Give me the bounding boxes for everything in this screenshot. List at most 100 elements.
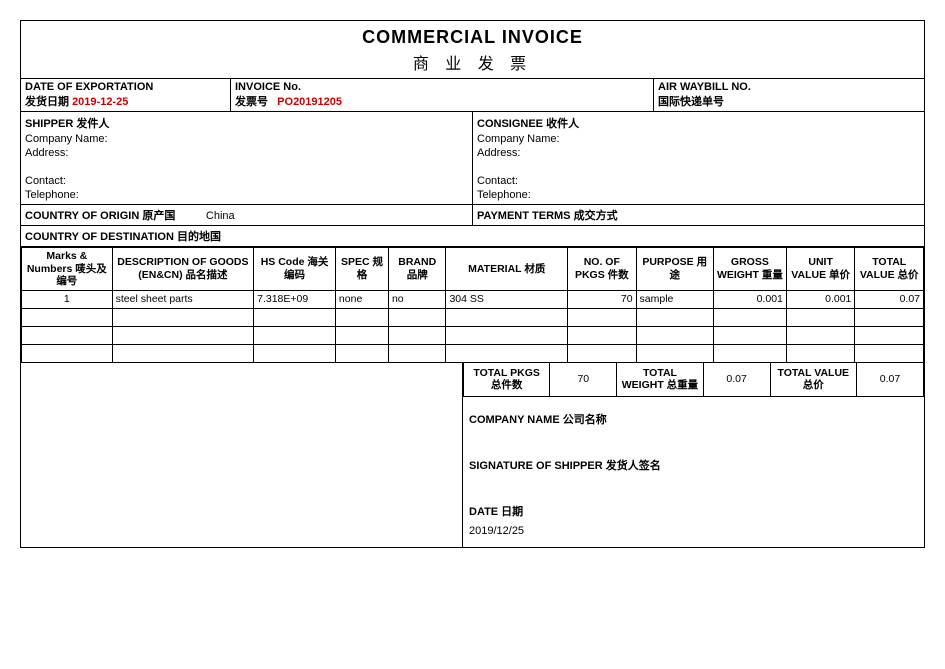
totals-spacer (21, 363, 463, 397)
shipper-heading: SHIPPER 发件人 (25, 114, 468, 132)
cell-material (446, 308, 568, 326)
cell-total (855, 326, 924, 344)
totals-row: TOTAL PKGS 总件数 70 TOTAL WEIGHT 总重量 0.07 … (21, 363, 924, 397)
sig-date-value: 2019/12/25 (463, 523, 924, 547)
total-weight-value: 0.07 (703, 363, 770, 397)
payment-label: PAYMENT TERMS 成交方式 (477, 210, 618, 222)
cell-total (855, 344, 924, 362)
consignee-block: CONSIGNEE 收件人 Company Name: Address: Con… (473, 112, 924, 204)
col-total-text: TOTAL VALUE 总价 (860, 256, 919, 281)
invoice-document: COMMERCIAL INVOICE 商 业 发 票 DATE OF EXPOR… (20, 20, 925, 548)
cell-marks (22, 308, 113, 326)
cell-desc: steel sheet parts (112, 290, 253, 308)
cell-gross (713, 308, 786, 326)
shipper-company-label: Company Name: (25, 133, 108, 145)
cell-marks: 1 (22, 290, 113, 308)
cell-gross: 0.001 (713, 290, 786, 308)
cell-purpose (636, 344, 713, 362)
shipper-block: SHIPPER 发件人 Company Name: Address: Conta… (21, 112, 473, 204)
parties-row: SHIPPER 发件人 Company Name: Address: Conta… (21, 112, 924, 205)
total-value-value: 0.07 (856, 363, 923, 397)
consignee-heading: CONSIGNEE 收件人 (477, 114, 920, 132)
cell-unit (786, 326, 855, 344)
sig-signature-label: SIGNATURE OF SHIPPER 发货人签名 (463, 443, 924, 477)
shipper-tel-label: Telephone: (25, 189, 79, 201)
signature-spacer (21, 397, 463, 547)
invoice-no-label-en: INVOICE No. (235, 81, 649, 93)
cell-marks (22, 344, 113, 362)
date-export-value: 2019-12-25 (72, 96, 128, 108)
cell-brand (388, 326, 445, 344)
cell-pkgs (568, 344, 637, 362)
cell-pkgs (568, 326, 637, 344)
header-row: DATE OF EXPORTATION 发货日期 2019-12-25 INVO… (21, 79, 924, 112)
awb-label-en: AIR WAYBILL NO. (658, 81, 920, 93)
col-purpose: PURPOSE 用途 (636, 248, 713, 291)
items-table: Marks & Numbers 唛头及编号 DESCRIPTION OF GOO… (21, 247, 924, 363)
total-pkgs-label: TOTAL PKGS 总件数 (464, 363, 550, 397)
total-pkgs-value: 70 (550, 363, 617, 397)
cell-brand (388, 308, 445, 326)
col-desc: DESCRIPTION OF GOODS (EN&CN) 品名描述 (112, 248, 253, 291)
col-marks-text: Marks & Numbers 唛头及编号 (27, 250, 107, 287)
col-gross: GROSS WEIGHT 重量 (713, 248, 786, 291)
col-marks: Marks & Numbers 唛头及编号 (22, 248, 113, 291)
consignee-contact-label: Contact: (477, 175, 518, 187)
cell-hs (254, 344, 336, 362)
cell-purpose: sample (636, 290, 713, 308)
cell-pkgs (568, 308, 637, 326)
origin-payment-row: COUNTRY OF ORIGIN 原产国 China PAYMENT TERM… (21, 205, 924, 226)
consignee-tel-label: Telephone: (477, 189, 531, 201)
date-export-label-cn: 发货日期 (25, 96, 69, 108)
table-row (22, 326, 924, 344)
col-hs-text: HS Code 海关编码 (261, 256, 329, 281)
signature-right: COMPANY NAME 公司名称 SIGNATURE OF SHIPPER 发… (463, 397, 924, 547)
col-hs: HS Code 海关编码 (254, 248, 336, 291)
cell-spec: none (335, 290, 388, 308)
cell-material (446, 344, 568, 362)
cell-spec (335, 308, 388, 326)
title-cn: 商 业 发 票 (21, 50, 924, 74)
col-pkgs: NO. OF PKGS 件数 (568, 248, 637, 291)
col-spec-text: SPEC 规格 (341, 256, 383, 281)
col-pkgs-text: NO. OF PKGS 件数 (575, 256, 629, 281)
destination-label: COUNTRY OF DESTINATION 目的地国 (25, 231, 221, 243)
col-purpose-text: PURPOSE 用途 (642, 256, 707, 281)
table-row: 1steel sheet parts7.318E+09noneno304 SS7… (22, 290, 924, 308)
awb-label-cn: 国际快递单号 (658, 96, 724, 108)
cell-total (855, 308, 924, 326)
date-export-label-en: DATE OF EXPORTATION (25, 81, 226, 93)
cell-hs (254, 326, 336, 344)
cell-desc (112, 326, 253, 344)
cell-hs (254, 308, 336, 326)
col-material: MATERIAL 材质 (446, 248, 568, 291)
cell-material (446, 326, 568, 344)
cell-unit (786, 308, 855, 326)
sig-date-label: DATE 日期 (463, 489, 924, 523)
col-brand: BRAND 品牌 (388, 248, 445, 291)
col-spec: SPEC 规格 (335, 248, 388, 291)
invoice-no-label-cn: 发票号 (235, 96, 268, 108)
invoice-no-value: PO20191205 (277, 96, 342, 108)
cell-total: 0.07 (855, 290, 924, 308)
cell-brand: no (388, 290, 445, 308)
cell-gross (713, 344, 786, 362)
cell-gross (713, 326, 786, 344)
items-header-row: Marks & Numbers 唛头及编号 DESCRIPTION OF GOO… (22, 248, 924, 291)
col-material-text: MATERIAL 材质 (468, 263, 545, 275)
cell-desc (112, 308, 253, 326)
destination-row: COUNTRY OF DESTINATION 目的地国 (21, 226, 924, 247)
cell-brand (388, 344, 445, 362)
consignee-company-label: Company Name: (477, 133, 560, 145)
cell-marks (22, 326, 113, 344)
col-desc-text: DESCRIPTION OF GOODS (EN&CN) 品名描述 (117, 256, 248, 281)
total-value-label: TOTAL VALUE 总价 (770, 363, 856, 397)
signature-block: COMPANY NAME 公司名称 SIGNATURE OF SHIPPER 发… (21, 397, 924, 547)
cell-pkgs: 70 (568, 290, 637, 308)
col-unit: UNIT VALUE 单价 (786, 248, 855, 291)
col-total: TOTAL VALUE 总价 (855, 248, 924, 291)
cell-hs: 7.318E+09 (254, 290, 336, 308)
totals-table: TOTAL PKGS 总件数 70 TOTAL WEIGHT 总重量 0.07 … (463, 363, 924, 397)
origin-label: COUNTRY OF ORIGIN 原产国 (25, 210, 175, 222)
sig-company-value (463, 431, 924, 443)
